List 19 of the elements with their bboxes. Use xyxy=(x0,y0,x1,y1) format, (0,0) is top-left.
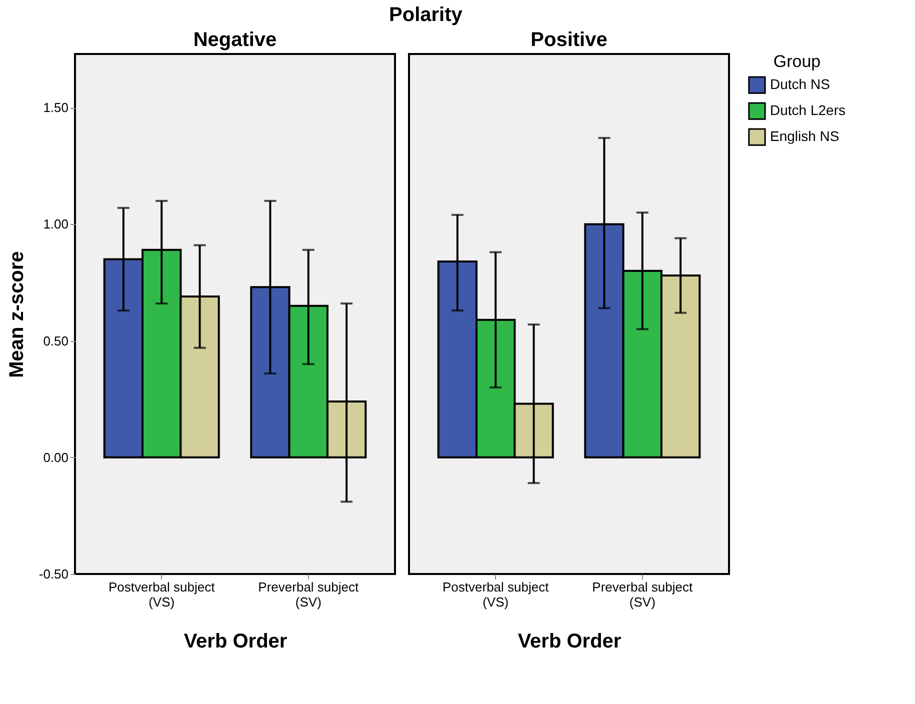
y-tick-label: 0.50 xyxy=(43,333,68,348)
legend-label: Dutch NS xyxy=(770,76,830,92)
legend-label: Dutch L2ers xyxy=(770,102,846,118)
x-tick-label: Preverbal subject (SV) xyxy=(592,580,693,610)
y-axis-title: Mean z-score xyxy=(6,251,28,378)
chart-title: Positive xyxy=(530,29,608,51)
chart-title: Negative xyxy=(193,29,277,51)
x-axis-title: Verb Order xyxy=(184,630,288,652)
x-tick-label: Postverbal subject (VS) xyxy=(108,580,216,610)
x-tick-label: Postverbal subject (VS) xyxy=(442,580,550,610)
y-tick-label: 1.00 xyxy=(43,216,68,232)
x-axis-title: Verb Order xyxy=(518,630,622,652)
legend-label: English NS xyxy=(770,128,840,144)
y-tick-label: 1.50 xyxy=(43,100,68,116)
y-tick-label: 0.00 xyxy=(43,450,68,465)
y-tick-label: -0.50 xyxy=(38,566,68,582)
x-tick-label: Preverbal subject (SV) xyxy=(258,580,359,610)
text: Polarity xyxy=(389,4,464,26)
legend-title: Group xyxy=(773,52,821,71)
